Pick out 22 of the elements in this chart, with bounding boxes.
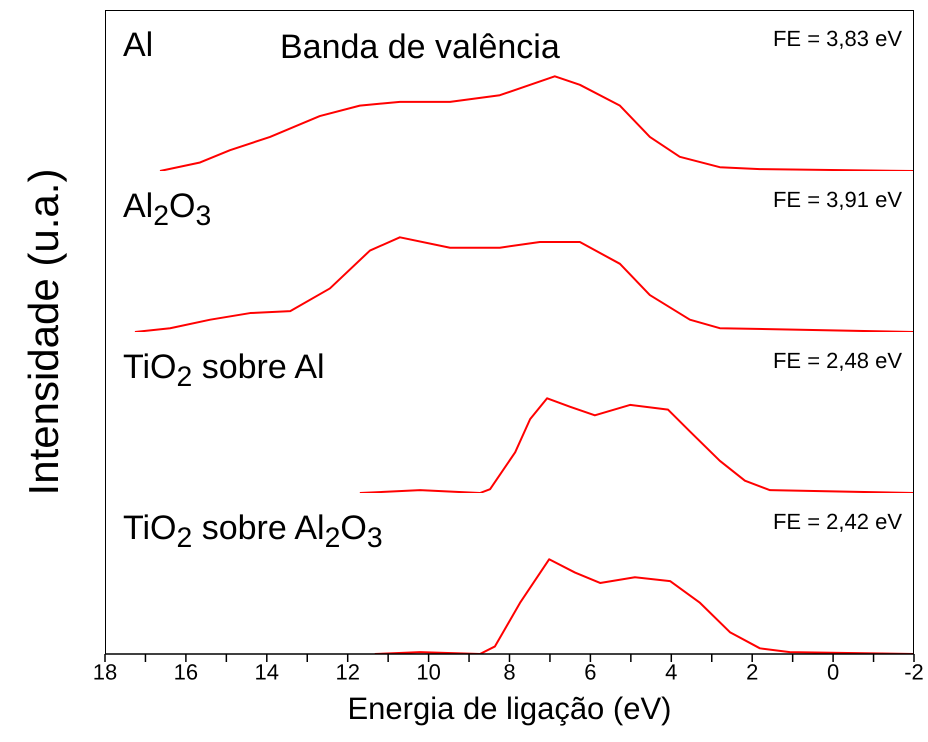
x-tick-label: 2 <box>746 660 758 685</box>
y-axis-title: Intensidade (u.a.) <box>20 168 67 496</box>
x-tick-label: 0 <box>826 660 840 685</box>
text: FE = 2,42 eV <box>772 509 902 534</box>
text: FE = 3,83 eV <box>772 26 902 51</box>
x-tick-label: 14 <box>254 660 280 685</box>
x-tick-label: 12 <box>335 660 360 685</box>
text: FE = 2,48 eV <box>772 348 902 373</box>
x-tick-label: 16 <box>174 660 198 685</box>
x-tick-label: 6 <box>584 660 597 685</box>
x-axis-title: Energia de ligação (eV) <box>346 691 672 726</box>
text: FE = 3,91 eV <box>772 187 902 212</box>
text: Al$_{2}$O$_{3}$ <box>123 187 212 232</box>
text: Al <box>123 26 154 64</box>
x-tick-label: 4 <box>665 660 678 685</box>
x-tick-label: 10 <box>416 660 441 685</box>
chart-title: Banda de valência <box>280 28 560 66</box>
text: TiO$_{2}$ sobre Al <box>123 348 325 393</box>
x-tick-label: 18 <box>92 660 118 685</box>
text: TiO$_{2}$ sobre Al$_{2}$O$_{3}$ <box>123 509 383 554</box>
x-tick-label: 8 <box>503 660 516 685</box>
x-tick-label: -2 <box>904 660 924 685</box>
